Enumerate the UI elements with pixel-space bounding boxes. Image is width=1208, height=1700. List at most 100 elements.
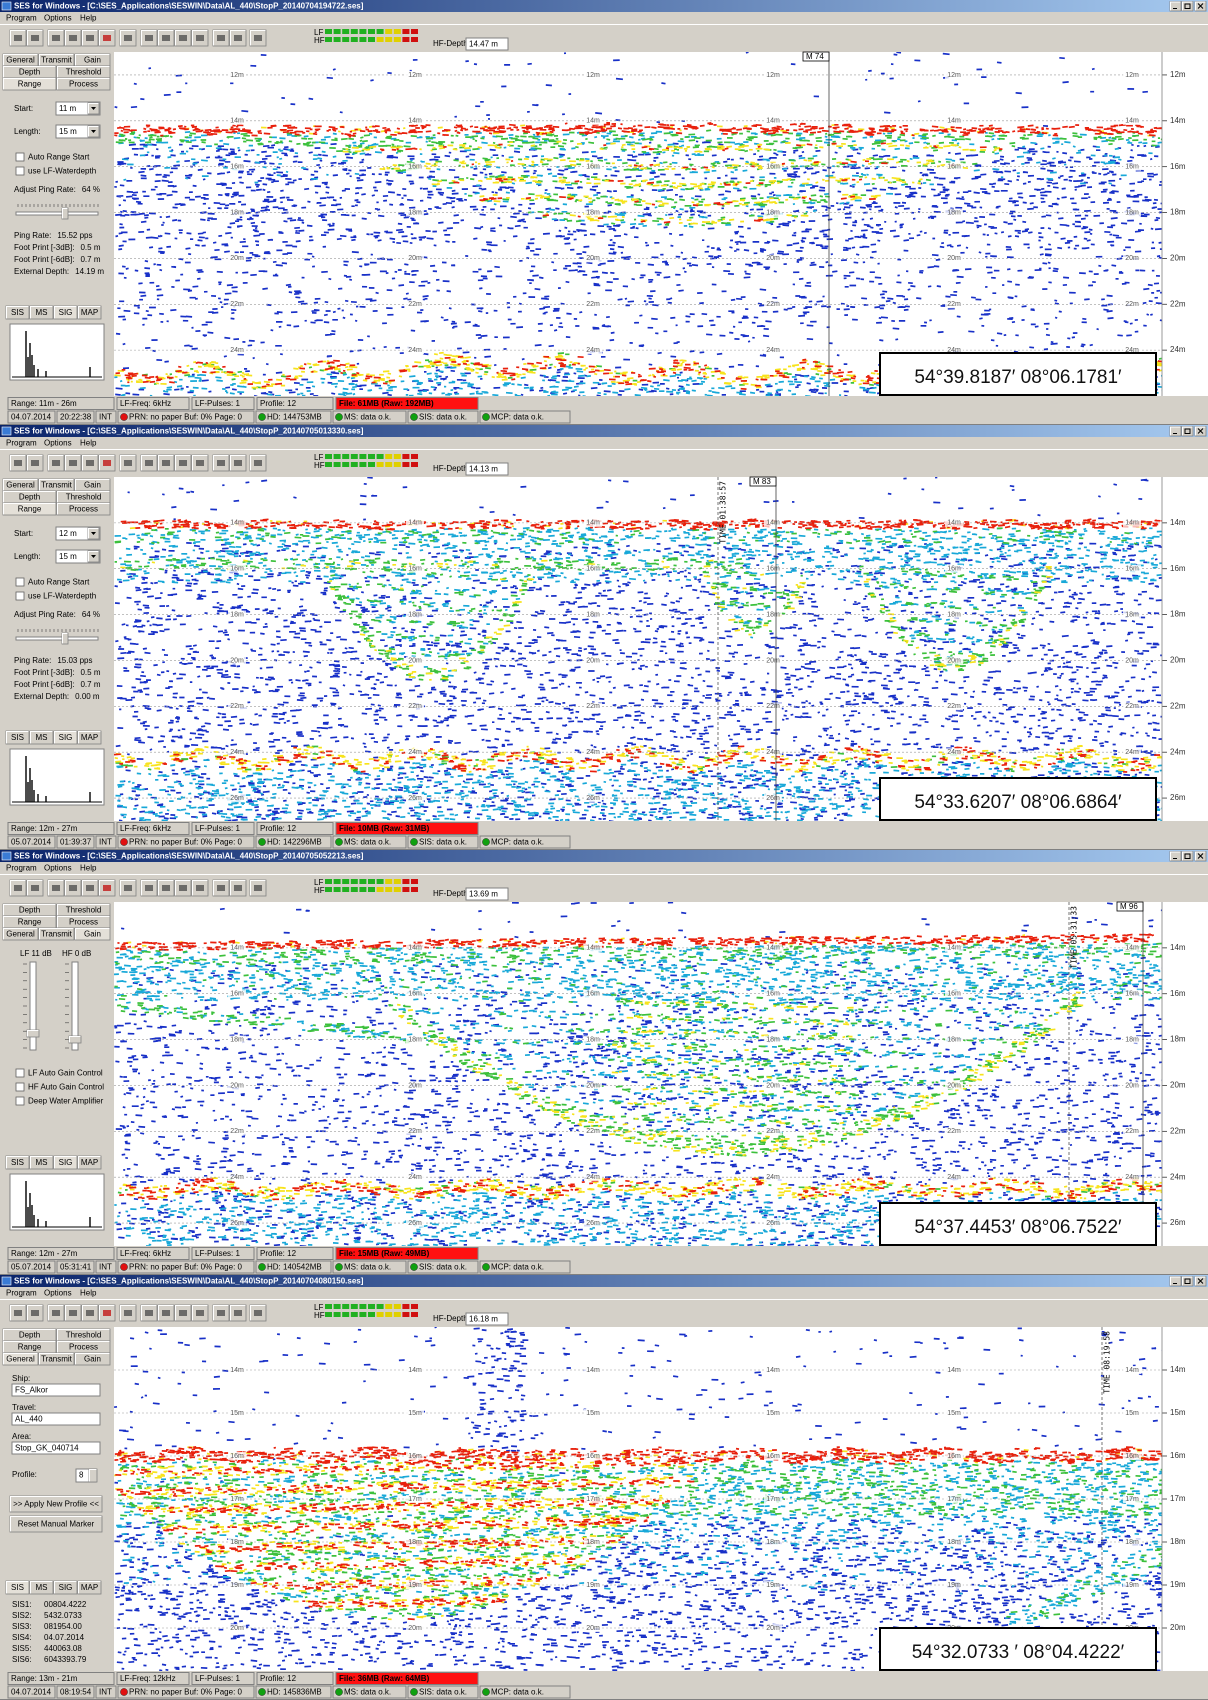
checkbox[interactable] [16, 592, 24, 600]
sidebar-tab-label[interactable]: Process [69, 80, 98, 89]
view-tab-label[interactable]: MS [36, 1583, 48, 1592]
sidebar-tab-label[interactable]: Gain [84, 1355, 101, 1364]
sidebar-tab-label[interactable]: Threshold [66, 68, 102, 77]
sidebar-tab-label[interactable]: Process [69, 918, 98, 927]
sidebar-tab-label[interactable]: Range [18, 80, 42, 89]
sidebar-tab-label[interactable]: Gain [84, 930, 101, 939]
menu-bar [0, 12, 1208, 24]
menu-item[interactable]: Options [44, 14, 72, 23]
view-tab-label[interactable]: MS [36, 1158, 48, 1167]
checkbox[interactable] [16, 1069, 24, 1077]
sidebar-tab-label[interactable]: Range [18, 918, 42, 927]
sidebar-tab-label[interactable]: Transmit [41, 930, 73, 939]
sidebar-tab-label[interactable]: Range [18, 505, 42, 514]
menu-item[interactable]: Program [6, 439, 37, 448]
sidebar-tab-label[interactable]: Process [69, 505, 98, 514]
view-tab-label[interactable]: SIS [11, 733, 24, 742]
field-value[interactable]: FS_Alkor [15, 1386, 48, 1395]
window-button[interactable] [1170, 1277, 1181, 1287]
checkbox[interactable] [16, 578, 24, 586]
status-text: 04.07.2014 [11, 1688, 52, 1697]
sidebar-tab-label[interactable]: Depth [19, 68, 40, 77]
menu-item[interactable]: Program [6, 1289, 37, 1298]
field-value[interactable]: AL_440 [15, 1415, 43, 1424]
sidebar-tab-label[interactable]: Transmit [41, 56, 73, 65]
menu-item[interactable]: Help [80, 1289, 97, 1298]
sidebar-tab-label[interactable]: Gain [84, 56, 101, 65]
menu-item[interactable]: Program [6, 14, 37, 23]
window-button[interactable] [1182, 852, 1193, 862]
sidebar-tab-label[interactable]: Threshold [66, 1331, 102, 1340]
menu-item[interactable]: Program [6, 864, 37, 873]
view-tab-label[interactable]: MAP [81, 1158, 98, 1167]
toolbar-icon [103, 885, 111, 891]
gain-thumb[interactable] [69, 1036, 81, 1043]
sidebar-tab-label[interactable]: General [6, 56, 35, 65]
checkbox[interactable] [16, 1097, 24, 1105]
sidebar-tab-label[interactable]: Depth [19, 906, 40, 915]
inline-depth-label: 12m [947, 72, 961, 79]
sidebar-tab-label[interactable]: Transmit [41, 1355, 73, 1364]
inline-depth-label: 14m [1125, 520, 1139, 527]
sidebar-tab-label[interactable]: Transmit [41, 481, 73, 490]
view-tab-label[interactable]: SIG [59, 308, 73, 317]
page: {"panels": [ {"window_title": "SES for W… [0, 0, 1208, 1700]
view-tab-label[interactable]: SIG [59, 1583, 73, 1592]
status-text: File: 10MB (Raw: 31MB) [339, 824, 430, 833]
spin-value[interactable]: 8 [79, 1471, 84, 1480]
sidebar-tab-label[interactable]: Threshold [66, 493, 102, 502]
view-tab-label[interactable]: SIG [59, 1158, 73, 1167]
field-value[interactable]: 15 m [59, 127, 77, 136]
window-button[interactable] [1170, 852, 1181, 862]
view-tab-label[interactable]: MS [36, 733, 48, 742]
window-button[interactable] [1182, 1277, 1193, 1287]
info-value: 64 % [82, 185, 100, 194]
sidebar-tab-label[interactable]: General [6, 1355, 35, 1364]
inline-depth-label: 22m [766, 1128, 780, 1135]
inline-depth-label: 24m [586, 1174, 600, 1181]
view-tab-label[interactable]: SIS [11, 1583, 24, 1592]
view-tab-label[interactable]: MAP [81, 308, 98, 317]
view-tab-label[interactable]: SIS [11, 308, 24, 317]
field-value[interactable]: 11 m [59, 104, 77, 113]
view-tab-label[interactable]: SIG [59, 733, 73, 742]
sidebar-tab-label[interactable]: General [6, 930, 35, 939]
sidebar-tab-label[interactable]: Process [69, 1343, 98, 1352]
inline-depth-label: 16m [766, 1453, 780, 1460]
view-tab-label[interactable]: MAP [81, 733, 98, 742]
field-value[interactable]: 12 m [59, 529, 77, 538]
button-label[interactable]: >> Apply New Profile << [13, 1500, 99, 1509]
window-button[interactable] [1182, 2, 1193, 12]
sidebar-tab-label[interactable]: General [6, 481, 35, 490]
menu-item[interactable]: Help [80, 439, 97, 448]
sidebar-tab-label[interactable]: Range [18, 1343, 42, 1352]
window-button[interactable] [1170, 427, 1181, 437]
view-tab-label[interactable]: MS [36, 308, 48, 317]
sidebar-tab-label[interactable]: Threshold [66, 906, 102, 915]
menu-item[interactable]: Options [44, 864, 72, 873]
window-button[interactable] [1170, 2, 1181, 12]
toolbar-icon [179, 885, 187, 891]
sidebar-tab-label[interactable]: Depth [19, 493, 40, 502]
sidebar-tab-label[interactable]: Depth [19, 1331, 40, 1340]
menu-item[interactable]: Options [44, 439, 72, 448]
menu-item[interactable]: Help [80, 864, 97, 873]
menu-item[interactable]: Help [80, 14, 97, 23]
sidebar-tab-label[interactable]: Gain [84, 481, 101, 490]
inline-depth-label: 18m [947, 1036, 961, 1043]
window-button[interactable] [1182, 427, 1193, 437]
spin-button[interactable] [89, 1469, 97, 1482]
field-value[interactable]: 15 m [59, 552, 77, 561]
button-label[interactable]: Reset Manual Marker [18, 1520, 95, 1529]
checkbox[interactable] [16, 167, 24, 175]
view-tab-label[interactable]: SIS [11, 1158, 24, 1167]
checkbox[interactable] [16, 1083, 24, 1091]
inline-depth-label: 22m [947, 301, 961, 308]
gain-thumb[interactable] [27, 1030, 39, 1037]
depth-axis-label: 20m [1170, 656, 1186, 665]
checkbox[interactable] [16, 153, 24, 161]
view-tab-label[interactable]: MAP [81, 1583, 98, 1592]
inline-depth-label: 20m [586, 1625, 600, 1632]
menu-item[interactable]: Options [44, 1289, 72, 1298]
field-value[interactable]: Stop_GK_040714 [15, 1444, 79, 1453]
